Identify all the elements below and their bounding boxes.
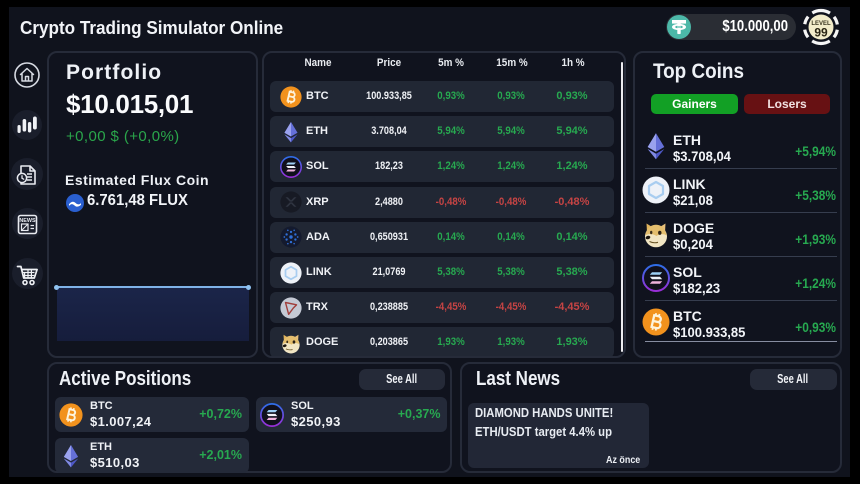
- svg-text:LEVEL: LEVEL: [811, 21, 831, 27]
- svg-text:99: 99: [814, 26, 828, 40]
- svg-text:NEWS: NEWS: [19, 218, 36, 224]
